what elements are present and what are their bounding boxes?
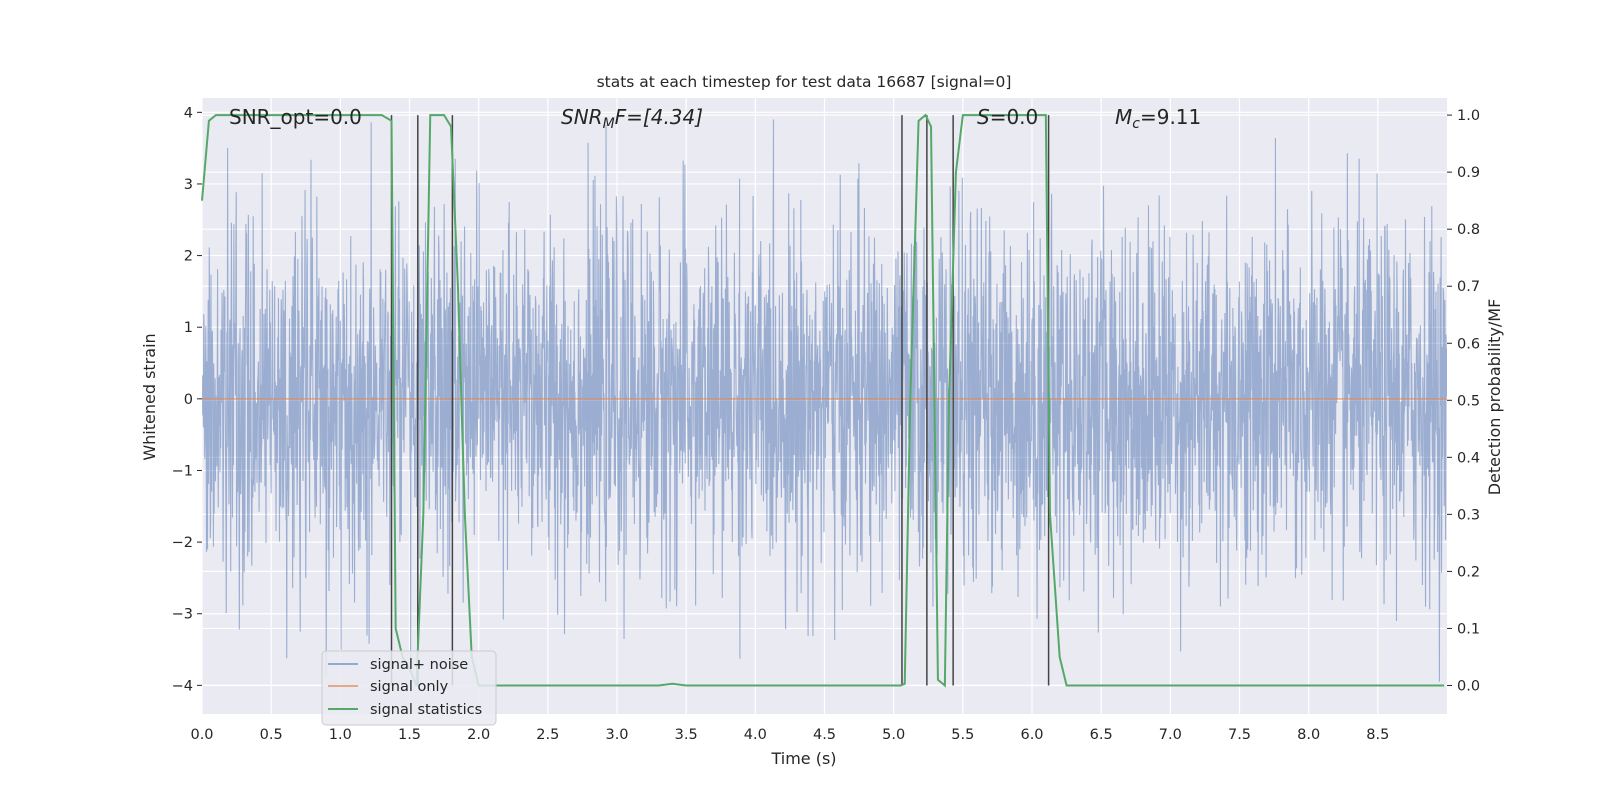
axis-ticks: 0.0 0.5 1.0 1.5 2.0 2.5 3.0 3.5 4.0 4.5 5.0 5.5 6.0 6…	[172, 105, 1480, 743]
y-axis-label-right: Detection probability/MF	[1485, 299, 1504, 496]
x-tick-label: 8.5	[1366, 727, 1389, 743]
legend: signal+ noise signal only signal statist…	[321, 650, 497, 726]
y-tick-label-right: 0.2	[1457, 564, 1480, 580]
annotation-snr-opt: SNR_opt=0.0	[229, 105, 362, 129]
y-tick-label-right: 0.3	[1457, 507, 1480, 523]
y-tick-label-right: 0.1	[1457, 621, 1480, 637]
annotation-snr-mf-base: SNR	[561, 105, 603, 129]
x-tick-label: 4.5	[813, 727, 836, 743]
x-tick-label: 3.0	[605, 727, 628, 743]
y-tick-label-right: 1.0	[1457, 108, 1480, 124]
annotation-snr-mf-sub: M	[603, 116, 615, 132]
y-tick-label-right: 0.4	[1457, 450, 1480, 466]
x-tick-label: 1.0	[329, 727, 352, 743]
legend-label-noise: signal+ noise	[370, 657, 468, 673]
annotation-snr-mf-rest: F=[4.34]	[615, 105, 703, 129]
y-tick-label-left: −1	[172, 463, 193, 479]
noise-line	[202, 119, 1447, 682]
y-tick-label-left: −4	[172, 678, 193, 694]
series-signal-plus-noise	[202, 119, 1447, 682]
x-tick-label: 6.0	[1020, 727, 1043, 743]
x-tick-label: 2.5	[536, 727, 559, 743]
annotation-s-rest: =0.0	[990, 105, 1039, 129]
y-tick-label-left: −2	[172, 535, 193, 551]
annotation-mc-base: M	[1115, 105, 1132, 129]
y-tick-label-right: 0.8	[1457, 222, 1480, 238]
x-tick-label: 7.0	[1159, 727, 1182, 743]
x-tick-label: 1.5	[398, 727, 421, 743]
x-tick-label: 2.0	[467, 727, 490, 743]
legend-label-statistics: signal statistics	[370, 702, 482, 718]
y-tick-label-right: 0.9	[1457, 165, 1480, 181]
y-tick-label-right: 0.6	[1457, 336, 1480, 352]
annotation-mc: Mc=9.11	[1115, 105, 1201, 132]
annotation-s-italic: S	[977, 105, 990, 129]
x-tick-label: 5.0	[882, 727, 905, 743]
y-tick-label-right: 0.0	[1457, 678, 1480, 694]
annotation-snr-mf: SNRMF=[4.34]	[561, 105, 703, 132]
y-axis-label-left: Whitened strain	[140, 333, 159, 460]
legend-label-signal: signal only	[370, 679, 449, 695]
y-tick-label-right: 0.7	[1457, 279, 1480, 295]
annotation-mc-sub: c	[1132, 116, 1140, 132]
annotation-mc-rest: =9.11	[1140, 105, 1201, 129]
x-tick-label: 6.5	[1090, 727, 1113, 743]
y-tick-label-left: 3	[184, 177, 193, 193]
x-tick-label: 8.0	[1297, 727, 1320, 743]
chart-title: stats at each timestep for test data 166…	[597, 73, 1012, 91]
x-tick-label: 7.5	[1228, 727, 1251, 743]
y-tick-label-left: 4	[184, 105, 193, 121]
y-tick-label-left: 0	[184, 392, 193, 408]
annotation-s: S=0.0	[977, 105, 1038, 129]
y-tick-label-left: 2	[184, 249, 193, 265]
x-tick-label: 0.0	[190, 727, 213, 743]
y-tick-label-right: 0.5	[1457, 393, 1480, 409]
x-tick-label: 0.5	[260, 727, 283, 743]
x-tick-label: 4.0	[744, 727, 767, 743]
x-tick-label: 3.5	[675, 727, 698, 743]
x-axis-label: Time (s)	[770, 749, 836, 768]
legend-box	[321, 650, 497, 726]
y-tick-label-left: 1	[184, 320, 193, 336]
y-tick-label-left: −3	[172, 607, 193, 623]
x-tick-label: 5.5	[951, 727, 974, 743]
